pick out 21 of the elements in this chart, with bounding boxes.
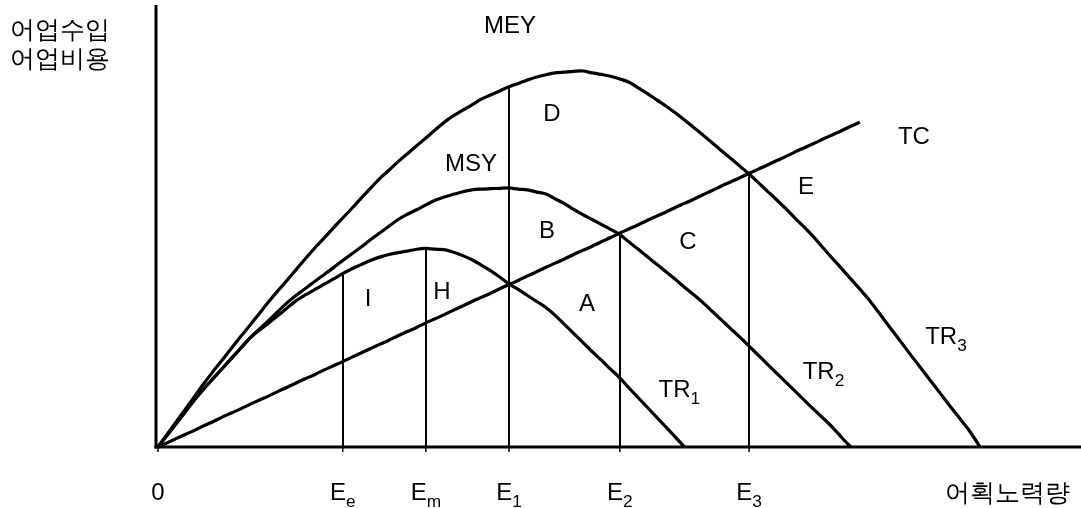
annotation: E bbox=[798, 172, 814, 199]
x-tick-label: E$_{2}$ bbox=[606, 478, 633, 508]
series-label: TR$_{3}$ bbox=[925, 322, 967, 356]
x-tick-label: E$_{3}$ bbox=[736, 478, 762, 508]
annotation: I bbox=[364, 284, 372, 311]
xlabel: 어획노력량 bbox=[945, 478, 1070, 506]
annotation: MSY bbox=[445, 149, 497, 176]
annotation: C bbox=[679, 227, 697, 254]
x-tick-label: 0 bbox=[151, 478, 165, 505]
series-label: TR$_{2}$ bbox=[802, 357, 845, 391]
ylabel: 어업수입 어업비용 bbox=[10, 15, 110, 72]
series-label: TC bbox=[897, 122, 930, 150]
annotation: A bbox=[579, 289, 595, 316]
annotation: MEY bbox=[484, 11, 536, 38]
series-label: TR$_{1}$ bbox=[658, 375, 701, 409]
annotation: B bbox=[539, 216, 555, 243]
annotation: D bbox=[543, 99, 561, 126]
x-tick-label: E$_{e}$ bbox=[329, 478, 356, 508]
x-tick-label: E$_{1}$ bbox=[496, 478, 522, 508]
x-tick-label: E$_{m}$ bbox=[410, 478, 442, 508]
annotation: H bbox=[433, 277, 451, 304]
